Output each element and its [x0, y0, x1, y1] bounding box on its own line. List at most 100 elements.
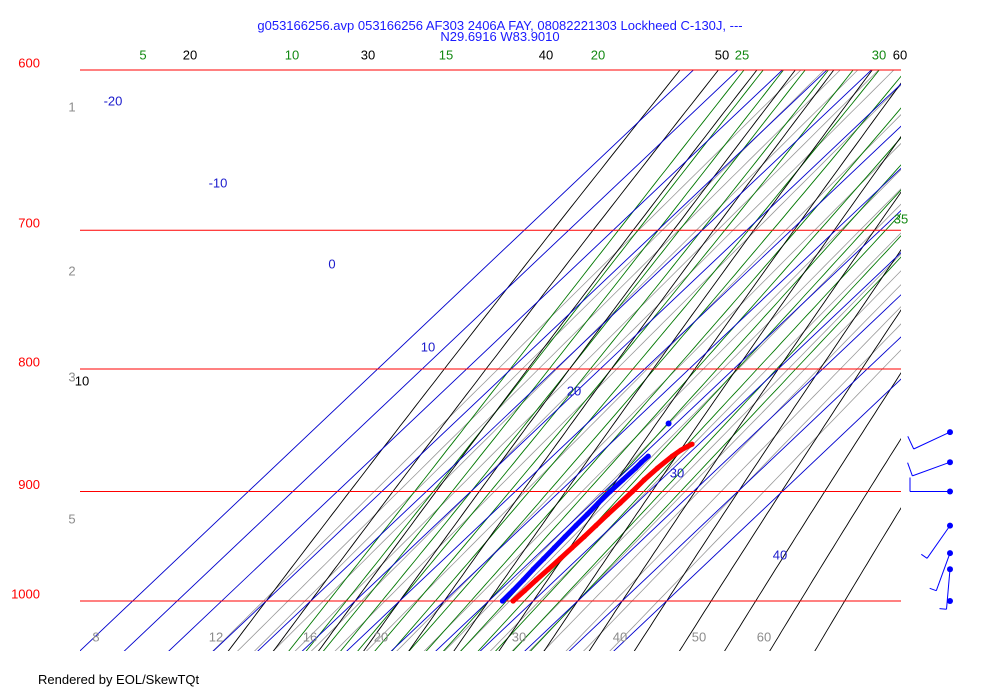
moist-adiabat-line — [340, 70, 806, 651]
mixing-ratio-line — [294, 70, 880, 651]
dewpoint-point — [573, 523, 579, 529]
mixing-ratio-label: 40 — [613, 629, 627, 644]
isotherm-line — [435, 209, 901, 651]
mixing-ratio-line — [254, 70, 841, 651]
moist-adiabat-line — [391, 70, 880, 651]
dry-adiabat-line — [543, 135, 901, 651]
temperature-point — [522, 588, 528, 594]
mixing-ratio-label: 20 — [374, 629, 388, 644]
dry-adiabat-line — [453, 70, 873, 651]
mixing-ratio-label: 60 — [757, 629, 771, 644]
mixing-ratio-line — [543, 284, 901, 651]
mixing-ratio-lines — [212, 70, 901, 651]
temperature-point — [641, 477, 647, 483]
dewpoint-point — [620, 477, 626, 483]
dry-adiabat-line — [363, 70, 796, 651]
isotherm-line — [168, 70, 784, 651]
isobars: 600 700 800 900 1000 — [11, 55, 901, 602]
dry-adiabat-label: 50 — [715, 47, 729, 62]
mixing-ratio-line — [365, 114, 901, 651]
isobar-label: 800 — [18, 354, 40, 369]
isotherm-label: 0 — [328, 256, 335, 271]
isotherm-line — [613, 378, 901, 651]
mixing-ratio-line — [609, 349, 901, 651]
isotherm-line — [479, 252, 901, 651]
dry-adiabat-label: 40 — [539, 47, 553, 62]
dewpoint-point — [551, 545, 557, 551]
dewpoint-point — [584, 511, 590, 517]
dewpoint-point — [638, 459, 645, 465]
moist-adiabat-label: 30 — [872, 47, 886, 62]
moist-adiabat-label: 25 — [735, 47, 749, 62]
mixing-ratio-line — [528, 270, 901, 651]
moist-adiabat-label: 35 — [894, 211, 908, 226]
moist-adiabats — [288, 70, 901, 651]
temperature-point — [510, 598, 516, 604]
dewpoint-isolated-point — [665, 420, 672, 427]
isotherm-line — [346, 125, 901, 651]
chart-location: N29.6916 W83.9010 — [440, 29, 560, 44]
mixing-ratio-line — [511, 253, 901, 651]
isotherm-line — [301, 83, 901, 651]
render-credit: Rendered by EOL/SkewTQt — [38, 672, 200, 687]
isotherm-line — [390, 167, 901, 651]
wind-barb-staff — [935, 552, 951, 591]
moist-adiabat-label: 10 — [285, 47, 299, 62]
mixing-ratio-label: 8 — [92, 629, 99, 644]
mixing-ratio-line — [212, 70, 802, 651]
wind-barb-flag — [929, 587, 937, 592]
isotherm-label: -10 — [209, 175, 228, 190]
mixing-ratio-line — [583, 323, 901, 651]
dry-adiabat-line — [814, 507, 901, 651]
dewpoint-point — [595, 500, 602, 506]
moist-adiabat-line — [495, 212, 901, 651]
temperature-point — [581, 534, 587, 540]
temperature-point — [617, 500, 623, 506]
temperature-point — [605, 511, 611, 517]
isotherm-line — [524, 294, 901, 651]
temperature-point — [629, 488, 636, 495]
temperature-point — [557, 556, 563, 562]
isobar-label: 900 — [18, 477, 40, 492]
dewpoint-point — [607, 488, 613, 495]
mixing-ratio-label: 30 — [512, 629, 526, 644]
temperature-point — [654, 465, 661, 471]
moist-adiabat-line — [512, 235, 901, 651]
dewpoint-point — [633, 465, 639, 471]
moist-adiabat-label: 15 — [439, 47, 453, 62]
mixing-ratio-line — [237, 70, 825, 651]
moist-adiabat-line — [322, 70, 785, 651]
mixing-ratio-label: 2 — [68, 263, 75, 278]
moist-adiabat-line — [288, 70, 745, 651]
sounding-profiles — [499, 420, 695, 604]
wind-barb-staff — [926, 525, 951, 559]
dry-adiabat-line — [769, 437, 901, 651]
mixing-ratio-label: 5 — [68, 511, 75, 526]
mixing-ratio-label: 50 — [692, 629, 706, 644]
isotherm-label: 30 — [670, 465, 684, 480]
dry-adiabat-line — [317, 70, 758, 651]
mixing-ratio-label: 3 — [68, 369, 75, 384]
isotherm-label: -20 — [104, 93, 123, 108]
temperature-point — [569, 545, 575, 551]
isotherm-line — [568, 336, 901, 651]
dry-adiabat-line — [227, 70, 681, 651]
wind-barb-staff — [913, 431, 951, 450]
wind-barb-flag — [939, 608, 947, 610]
mixing-ratio-label: 1 — [68, 99, 75, 114]
temperature-point — [678, 447, 684, 453]
isobar-label: 700 — [18, 216, 40, 231]
dry-adiabat-label: 30 — [361, 47, 375, 62]
dry-adiabat-label: 20 — [183, 47, 197, 62]
dewpoint-point — [520, 577, 526, 583]
mixing-ratio-label: 12 — [209, 629, 223, 644]
wind-barb-point — [947, 598, 953, 604]
dry-adiabat-line — [498, 82, 901, 651]
isobar-label: 600 — [18, 55, 40, 70]
dewpoint-point — [510, 588, 516, 594]
moist-adiabat-line — [374, 70, 854, 651]
moist-adiabat-label: 20 — [591, 47, 605, 62]
dewpoint-point — [562, 534, 568, 540]
